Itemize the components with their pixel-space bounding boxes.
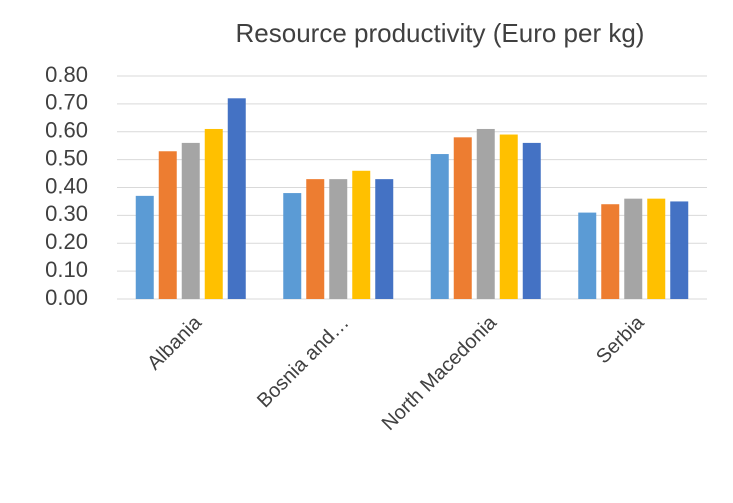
bar [601,204,620,299]
bar [227,98,246,299]
x-tick-label: Albania [143,311,206,374]
y-tick-label: 0.50 [45,145,88,170]
bar [624,198,643,299]
y-tick-label: 0.30 [45,201,88,226]
y-tick-label: 0.80 [45,62,88,87]
bar [476,128,495,299]
bar [522,142,541,299]
bar [204,128,223,299]
y-tick-label: 0.70 [45,90,88,115]
bar [306,179,325,299]
y-tick-label: 0.00 [45,285,88,310]
y-tick-label: 0.10 [45,257,88,282]
x-tick-label: North Macedonia [378,311,502,435]
bar [352,170,371,299]
bar [283,193,302,299]
bar [453,137,472,299]
bar [430,154,449,299]
y-tick-label: 0.20 [45,229,88,254]
bar [578,212,597,299]
y-tick-label: 0.60 [45,118,88,143]
bar [158,151,177,299]
chart-title: Resource productivity (Euro per kg) [236,18,645,48]
bar [670,201,689,299]
bar [181,142,200,299]
bar [375,179,394,299]
x-tick-label: Bosnia and… [253,312,353,412]
x-tick-label: Serbia [592,311,649,368]
bar [499,134,518,299]
y-tick-label: 0.40 [45,173,88,198]
bar [329,179,348,299]
bar [647,198,666,299]
bar [135,195,154,299]
